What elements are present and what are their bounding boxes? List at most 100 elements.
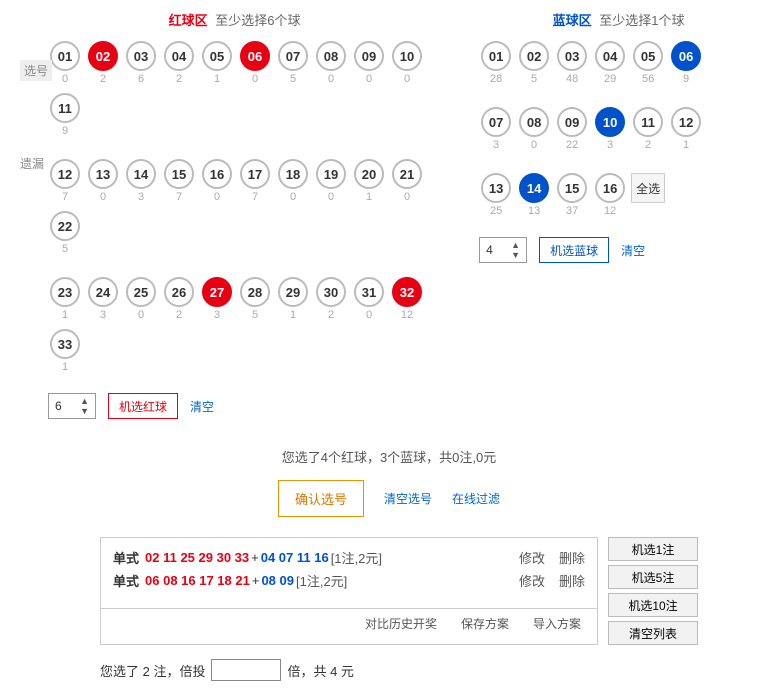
compare-history-link[interactable]: 对比历史开奖 (365, 615, 437, 632)
miss-value: 0 (531, 139, 537, 153)
ball-11[interactable]: 11 (633, 107, 663, 137)
select-all-button[interactable]: 全选 (631, 173, 665, 203)
miss-value: 13 (528, 205, 540, 219)
miss-value: 0 (100, 191, 106, 205)
random-blue-button[interactable]: 机选蓝球 (539, 237, 609, 263)
ball-32[interactable]: 32 (392, 277, 422, 307)
ball-24[interactable]: 24 (88, 277, 118, 307)
miss-value: 9 (62, 125, 68, 139)
miss-value: 12 (604, 205, 616, 219)
ball-05[interactable]: 05 (202, 41, 232, 71)
ball-03[interactable]: 03 (557, 41, 587, 71)
ball-33[interactable]: 33 (50, 329, 80, 359)
ball-17[interactable]: 17 (240, 159, 270, 189)
miss-value: 7 (252, 191, 258, 205)
ball-21[interactable]: 21 (392, 159, 422, 189)
quick-pick-button[interactable]: 清空列表 (608, 621, 698, 645)
miss-value: 3 (607, 139, 613, 153)
random-red-button[interactable]: 机选红球 (108, 393, 178, 419)
bet-panel: 单式02 11 25 29 30 33+04 07 11 16[1注,2元]修改… (100, 537, 598, 645)
ball-06[interactable]: 06 (671, 41, 701, 71)
blue-qty-input[interactable]: 4▲▼ (479, 237, 527, 263)
ball-01[interactable]: 01 (50, 41, 80, 71)
ball-05[interactable]: 05 (633, 41, 663, 71)
miss-value: 0 (328, 191, 334, 205)
miss-value: 9 (683, 73, 689, 87)
ball-13[interactable]: 13 (88, 159, 118, 189)
ball-13[interactable]: 13 (481, 173, 511, 203)
ball-07[interactable]: 07 (481, 107, 511, 137)
quick-pick-button[interactable]: 机选10注 (608, 593, 698, 617)
miss-value: 7 (62, 191, 68, 205)
ball-25[interactable]: 25 (126, 277, 156, 307)
confirm-button[interactable]: 确认选号 (278, 480, 364, 517)
miss-value: 0 (404, 191, 410, 205)
ball-31[interactable]: 31 (354, 277, 384, 307)
ball-04[interactable]: 04 (164, 41, 194, 71)
blue-zone-subtitle: 至少选择1个球 (599, 13, 684, 28)
miss-value: 28 (490, 73, 502, 87)
clear-selection-link[interactable]: 清空选号 (384, 490, 432, 507)
online-filter-link[interactable]: 在线过滤 (452, 490, 500, 507)
clear-blue-link[interactable]: 清空 (621, 242, 645, 259)
miss-value: 7 (176, 191, 182, 205)
save-plan-link[interactable]: 保存方案 (461, 615, 509, 632)
delete-bet-link[interactable]: 删除 (559, 571, 585, 590)
ball-29[interactable]: 29 (278, 277, 308, 307)
blue-zone-title: 蓝球区 (553, 13, 592, 28)
ball-08[interactable]: 08 (316, 41, 346, 71)
miss-value: 3 (493, 139, 499, 153)
miss-value: 0 (252, 73, 258, 87)
miss-value: 1 (290, 309, 296, 323)
ball-16[interactable]: 16 (202, 159, 232, 189)
edit-bet-link[interactable]: 修改 (519, 571, 545, 590)
miss-value: 22 (566, 139, 578, 153)
ball-07[interactable]: 07 (278, 41, 308, 71)
ball-26[interactable]: 26 (164, 277, 194, 307)
miss-value: 5 (62, 243, 68, 257)
clear-red-link[interactable]: 清空 (190, 398, 214, 415)
ball-09[interactable]: 09 (557, 107, 587, 137)
ball-15[interactable]: 15 (557, 173, 587, 203)
miss-value: 1 (62, 361, 68, 375)
miss-value: 5 (252, 309, 258, 323)
import-plan-link[interactable]: 导入方案 (533, 615, 581, 632)
ball-02[interactable]: 02 (519, 41, 549, 71)
ball-11[interactable]: 11 (50, 93, 80, 123)
ball-27[interactable]: 27 (202, 277, 232, 307)
multiplier-input[interactable] (211, 659, 281, 681)
miss-value: 3 (100, 309, 106, 323)
red-ball-grid: 0100220360420510600750800901001191271301… (48, 41, 449, 375)
ball-20[interactable]: 20 (354, 159, 384, 189)
ball-12[interactable]: 12 (671, 107, 701, 137)
ball-22[interactable]: 22 (50, 211, 80, 241)
ball-14[interactable]: 14 (126, 159, 156, 189)
ball-08[interactable]: 08 (519, 107, 549, 137)
delete-bet-link[interactable]: 删除 (559, 548, 585, 567)
quick-pick-button[interactable]: 机选5注 (608, 565, 698, 589)
ball-09[interactable]: 09 (354, 41, 384, 71)
ball-16[interactable]: 16 (595, 173, 625, 203)
quick-pick-button[interactable]: 机选1注 (608, 537, 698, 561)
miss-value: 0 (290, 191, 296, 205)
ball-01[interactable]: 01 (481, 41, 511, 71)
ball-14[interactable]: 14 (519, 173, 549, 203)
miss-value: 0 (366, 309, 372, 323)
ball-06[interactable]: 06 (240, 41, 270, 71)
edit-bet-link[interactable]: 修改 (519, 548, 545, 567)
bet-meta: [1注,2元] (296, 571, 347, 590)
red-qty-input[interactable]: 6▲▼ (48, 393, 96, 419)
ball-28[interactable]: 28 (240, 277, 270, 307)
ball-10[interactable]: 10 (392, 41, 422, 71)
ball-02[interactable]: 02 (88, 41, 118, 71)
label-miss: 遗漏 (20, 155, 52, 172)
ball-19[interactable]: 19 (316, 159, 346, 189)
ball-03[interactable]: 03 (126, 41, 156, 71)
ball-30[interactable]: 30 (316, 277, 346, 307)
ball-23[interactable]: 23 (50, 277, 80, 307)
ball-15[interactable]: 15 (164, 159, 194, 189)
ball-18[interactable]: 18 (278, 159, 308, 189)
ball-04[interactable]: 04 (595, 41, 625, 71)
ball-12[interactable]: 12 (50, 159, 80, 189)
ball-10[interactable]: 10 (595, 107, 625, 137)
